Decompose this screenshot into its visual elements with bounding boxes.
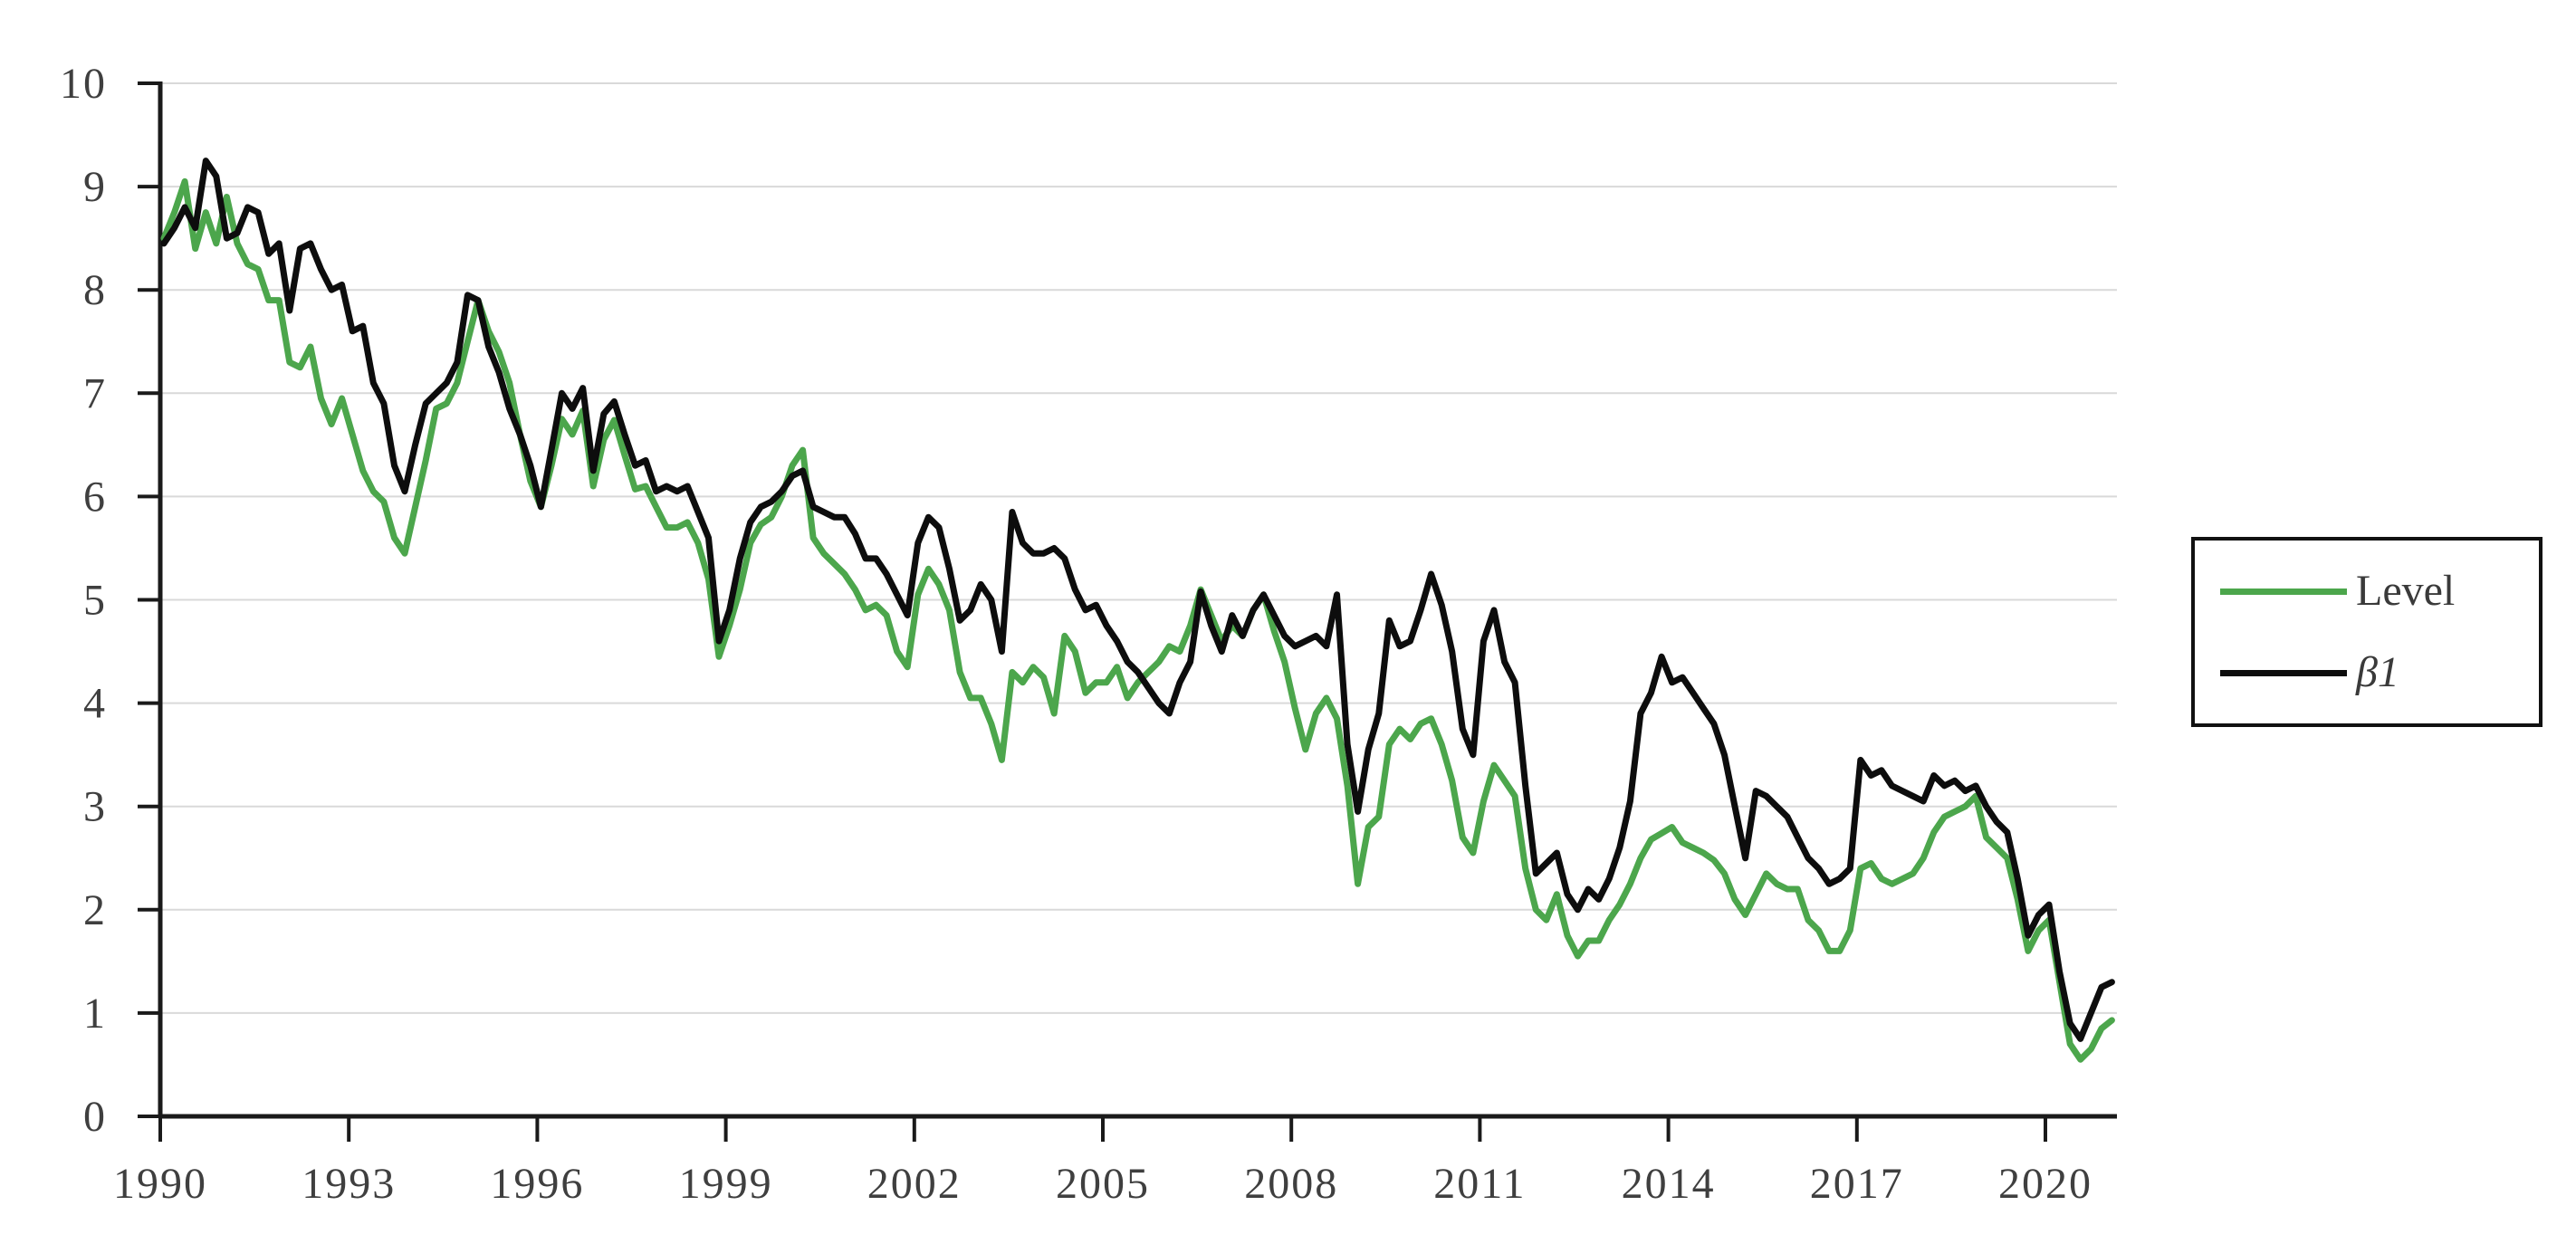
y-tick-label-3: 3 <box>83 783 107 831</box>
y-tick-label-6: 6 <box>83 473 107 521</box>
y-tick-label-7: 7 <box>83 369 107 417</box>
y-tick-label-2: 2 <box>83 886 107 934</box>
x-tick-label-2002: 2002 <box>867 1160 962 1208</box>
x-tick-label-1996: 1996 <box>490 1160 584 1208</box>
x-tick-label-2020: 2020 <box>1998 1160 2092 1208</box>
legend-item-beta1: β1 <box>2220 651 2521 694</box>
x-tick-label-2008: 2008 <box>1244 1160 1338 1208</box>
series-line-beta1 <box>160 158 2115 1042</box>
x-tick-label-2014: 2014 <box>1622 1160 1716 1208</box>
y-tick-label-5: 5 <box>83 577 107 625</box>
x-tick-label-1990: 1990 <box>113 1160 207 1208</box>
y-tick-label-9: 9 <box>83 163 107 211</box>
x-tick-label-2005: 2005 <box>1056 1160 1150 1208</box>
y-tick-label-4: 4 <box>83 680 107 728</box>
x-tick-label-1993: 1993 <box>302 1160 396 1208</box>
x-tick-label-2011: 2011 <box>1433 1160 1526 1208</box>
legend-label-beta1: β1 <box>2356 648 2399 696</box>
x-tick-label-2017: 2017 <box>1810 1160 1904 1208</box>
y-tick-label-0: 0 <box>83 1093 107 1141</box>
legend-item-level: Level <box>2220 569 2521 613</box>
y-tick-label-8: 8 <box>83 266 107 314</box>
legend-line-level-swatch <box>2220 588 2347 595</box>
series-line-level <box>160 177 2115 1063</box>
y-tick-label-10: 10 <box>60 60 107 108</box>
y-tick-label-1: 1 <box>83 990 107 1038</box>
legend-label-level: Level <box>2356 567 2456 615</box>
x-tick-label-1999: 1999 <box>679 1160 773 1208</box>
legend-line-beta1-swatch <box>2220 669 2347 676</box>
legend: Level β1 <box>2191 537 2542 727</box>
